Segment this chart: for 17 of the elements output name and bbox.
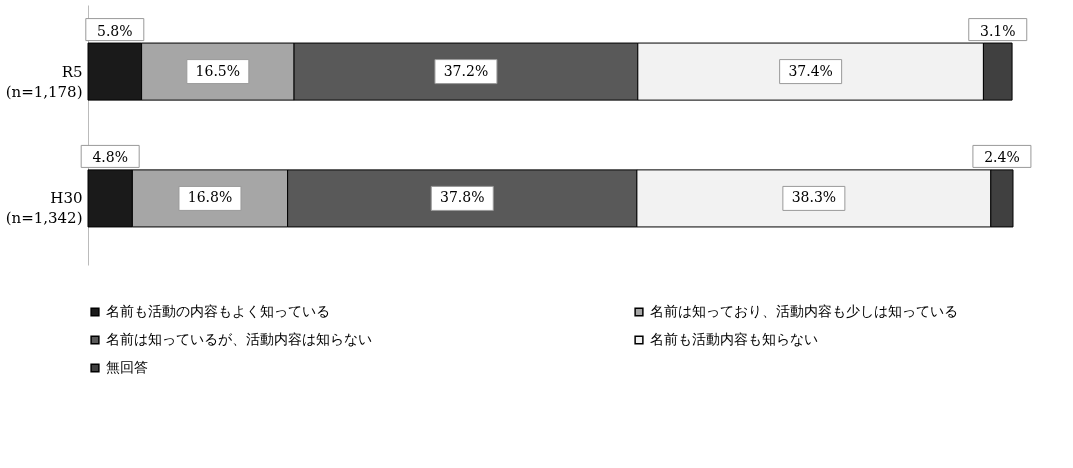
data-label: 3.1%	[979, 22, 1016, 39]
data-label: 37.4%	[788, 62, 833, 79]
data-label: 16.5%	[195, 62, 241, 79]
legend-label: 名前は知っており、活動内容も少しは知っている	[650, 303, 958, 319]
legend-label: 無回答	[106, 359, 148, 375]
data-label: 5.8%	[97, 22, 133, 39]
y-tick-label: H30 (n=1,342)	[5, 189, 83, 228]
legend-label: 名前は知っているが、活動内容は知らない	[106, 331, 372, 347]
data-label: 16.8%	[187, 189, 233, 206]
legend-label: 名前も活動内容も知らない	[650, 331, 818, 347]
legend-label: 名前も活動の内容もよく知っている	[106, 303, 330, 319]
data-label: 38.3%	[791, 189, 837, 206]
data-label: 37.8%	[440, 189, 485, 206]
data-label: 37.2%	[443, 62, 489, 79]
y-tick-label: R5 (n=1,178)	[5, 62, 83, 101]
data-label: 4.8%	[92, 149, 128, 166]
data-label: 2.4%	[984, 149, 1020, 166]
